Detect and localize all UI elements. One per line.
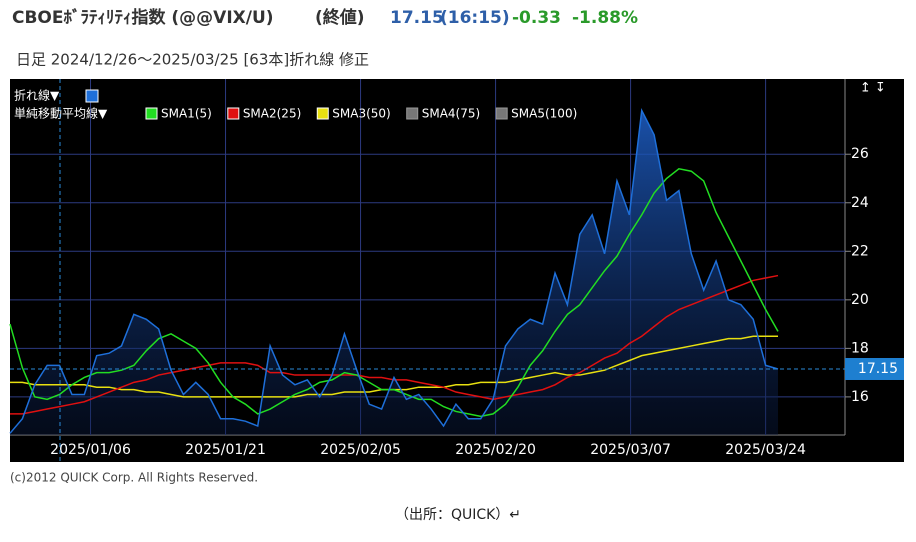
icon-resize[interactable]: ↥ ↧ [860, 81, 886, 96]
area [10, 110, 778, 436]
x-tick-label: 2025/02/05 [320, 442, 401, 458]
legend-label: SMA2(25) [243, 107, 301, 121]
copyright: (c)2012 QUICK Corp. All Rights Reserved. [10, 471, 258, 485]
x-tick-label: 2025/01/06 [50, 442, 131, 458]
legend-indicator: 単純移動平均線▼ [14, 106, 108, 121]
legend-label: SMA5(100) [511, 107, 577, 121]
last-box [845, 357, 904, 380]
y-tick-label: 24 [851, 195, 869, 211]
y-tick-label: 22 [851, 243, 869, 259]
series-line [9, 108, 779, 434]
legend-label: SMA3(50) [332, 107, 390, 121]
legend-label: SMA1(5) [161, 107, 212, 121]
y-tick-label: 20 [851, 292, 869, 308]
legend-swatch [316, 107, 329, 120]
source: （出所：QUICK）↵ [395, 507, 521, 523]
subtitle: 日足 2024/12/26～2025/03/25 [63本]折れ線 修正 [16, 51, 369, 69]
last-value: 17.15 [390, 8, 444, 28]
legend-chart: 折れ線▼ [14, 88, 60, 103]
series-line [10, 274, 779, 415]
x-tick-label: 2025/01/21 [185, 442, 266, 458]
y-tick-label: 18 [851, 340, 869, 356]
y-tick-label: 16 [851, 389, 869, 405]
legend-swatch [227, 107, 240, 120]
x-tick-label: 2025/02/20 [455, 442, 536, 458]
x-tick-label: 2025/03/07 [590, 442, 671, 458]
price-type: (終値) [315, 7, 365, 28]
legend-swatch [85, 89, 99, 103]
last-label: 17.15 [858, 361, 898, 377]
legend-label: SMA4(75) [422, 107, 480, 121]
legend-swatch [145, 107, 158, 120]
legend-swatch [406, 107, 419, 120]
series-line [9, 167, 779, 418]
legend-swatch [495, 107, 508, 120]
change-pct: -1.88% [572, 8, 638, 28]
x-tick-label: 2025/03/24 [725, 442, 806, 458]
title: CBOEﾎﾞﾗﾃｨﾘﾃｨ指数 (@@VIX/U) [12, 7, 274, 28]
time: (16:15) [440, 8, 510, 28]
plot: 16 18 20 22 24 26 2025/01/06 2025/01/21 2025/02/… [9, 79, 904, 458]
y-tick-label: 26 [851, 146, 869, 162]
change: -0.33 [512, 8, 561, 28]
